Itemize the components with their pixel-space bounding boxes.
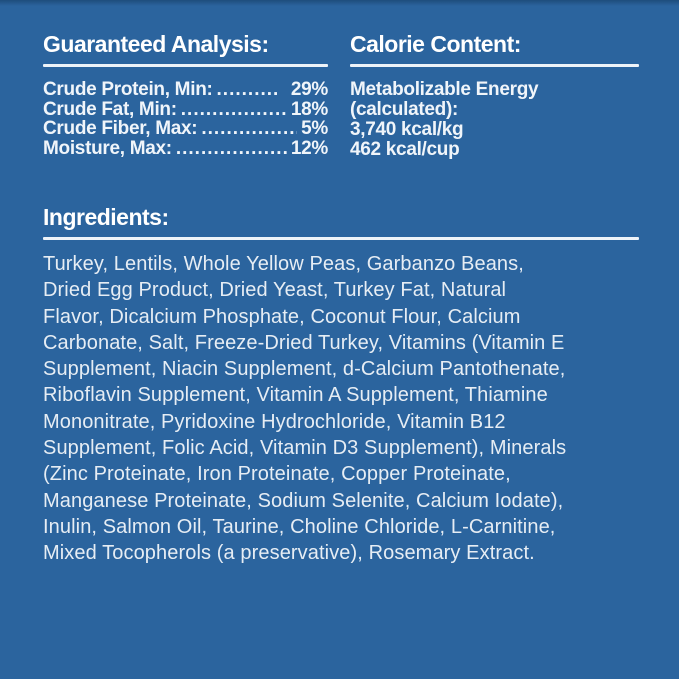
guaranteed-analysis-section: Guaranteed Analysis: Crude Protein, Min:… bbox=[43, 31, 328, 159]
ingredients-text-line: Inulin, Salmon Oil, Taurine, Choline Chl… bbox=[43, 515, 556, 538]
calorie-line-kcal-per-cup: 462 kcal/cup bbox=[350, 139, 460, 160]
analysis-row-crude-protein: Crude Protein, Min: .......... 29% bbox=[43, 80, 328, 100]
ingredients-text-line: Mononitrate, Pyridoxine Hydrochloride, V… bbox=[43, 410, 506, 433]
analysis-row-label: Crude Fat, Min: bbox=[43, 98, 177, 120]
ingredients-text-line: Dried Egg Product, Dried Yeast, Turkey F… bbox=[43, 279, 507, 302]
calorie-content-lines: Metabolizable Energy (calculated): 3,740… bbox=[350, 80, 639, 160]
calorie-content-section: Calorie Content: Metabolizable Energy (c… bbox=[350, 31, 639, 160]
ingredients-section: Ingredients: Turkey, Lentils, Whole Yell… bbox=[43, 204, 639, 567]
ingredients-underline bbox=[43, 237, 639, 240]
calorie-content-underline bbox=[350, 64, 639, 67]
analysis-row-value: 5% bbox=[301, 118, 328, 140]
label-top-edge-shadow bbox=[0, 0, 679, 6]
ingredients-heading: Ingredients: bbox=[43, 204, 169, 230]
dot-leader: ................ bbox=[201, 119, 298, 140]
guaranteed-analysis-heading: Guaranteed Analysis: bbox=[43, 31, 269, 57]
ingredients-text-line: Turkey, Lentils, Whole Yellow Peas, Garb… bbox=[43, 253, 524, 275]
analysis-row-value: 12% bbox=[290, 138, 328, 160]
ingredients-text-line: Carbonate, Salt, Freeze-Dried Turkey, Vi… bbox=[43, 331, 565, 354]
calorie-line-calculated: (calculated): bbox=[350, 99, 459, 120]
analysis-row-moisture: Moisture, Max: ................... 12% bbox=[43, 139, 328, 159]
analysis-row-value: 29% bbox=[290, 79, 328, 100]
calorie-line-kcal-per-kg: 3,740 kcal/kg bbox=[350, 119, 464, 140]
analysis-row-value: 18% bbox=[290, 98, 328, 120]
calorie-content-heading: Calorie Content: bbox=[350, 31, 521, 57]
guaranteed-analysis-underline bbox=[43, 64, 328, 67]
dot-leader: .......... bbox=[216, 80, 280, 100]
ingredients-text-line: Manganese Proteinate, Sodium Selenite, C… bbox=[43, 489, 564, 512]
ingredients-text-line: Riboflavin Supplement, Vitamin A Supplem… bbox=[43, 384, 548, 407]
ingredients-text-line: Supplement, Folic Acid, Vitamin D3 Suppl… bbox=[43, 437, 567, 460]
analysis-row-label: Crude Fiber, Max: bbox=[43, 118, 198, 140]
ingredients-text-line: Flavor, Dicalcium Phosphate, Coconut Flo… bbox=[43, 305, 521, 328]
ingredients-text-line: (Zinc Proteinate, Iron Proteinate, Coppe… bbox=[43, 463, 511, 486]
dot-leader: ................... bbox=[175, 139, 287, 159]
dot-leader: ................... bbox=[180, 99, 287, 120]
analysis-row-crude-fiber: Crude Fiber, Max: ................ 5% bbox=[43, 119, 328, 139]
ingredients-paragraph: Turkey, Lentils, Whole Yellow Peas, Garb… bbox=[43, 251, 639, 567]
calorie-line-metabolizable-energy: Metabolizable Energy bbox=[350, 79, 539, 100]
ingredients-text-line: Supplement, Niacin Supplement, d-Calcium… bbox=[43, 358, 566, 381]
ingredients-text-line: Mixed Tocopherols (a preservative), Rose… bbox=[43, 542, 535, 565]
guaranteed-analysis-rows: Crude Protein, Min: .......... 29% Crude… bbox=[43, 80, 328, 159]
analysis-row-label: Moisture, Max: bbox=[43, 138, 172, 160]
analysis-row-label: Crude Protein, Min: bbox=[43, 79, 213, 100]
analysis-row-crude-fat: Crude Fat, Min: ................... 18% bbox=[43, 98, 328, 120]
